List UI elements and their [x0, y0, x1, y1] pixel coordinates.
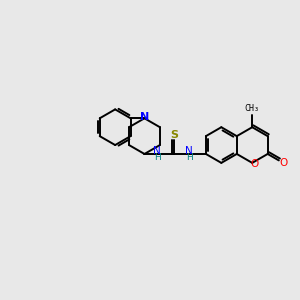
Text: N: N: [154, 146, 161, 156]
Text: H: H: [186, 153, 192, 162]
Text: S: S: [170, 130, 178, 140]
Text: N: N: [185, 146, 193, 156]
Text: O: O: [279, 158, 287, 168]
Text: H: H: [154, 153, 161, 162]
Text: CH₃: CH₃: [245, 104, 260, 113]
Text: O: O: [250, 159, 258, 169]
Text: N: N: [140, 112, 149, 122]
